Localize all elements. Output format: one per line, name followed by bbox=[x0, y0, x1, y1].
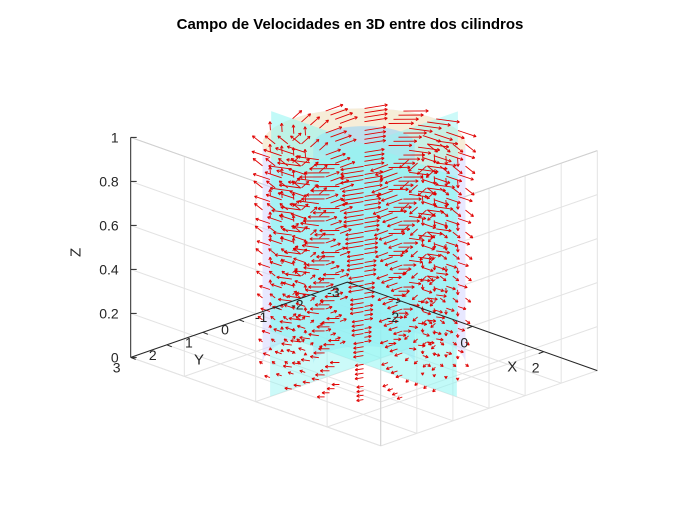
x-axis-label: X bbox=[507, 358, 517, 375]
velocity-arrow-head bbox=[396, 377, 399, 378]
velocity-arrow-head bbox=[387, 226, 390, 227]
velocity-arrow-head bbox=[379, 322, 382, 323]
velocity-arrow-head bbox=[338, 243, 341, 244]
velocity-arrow-head bbox=[340, 292, 343, 293]
velocity-arrow-head bbox=[332, 261, 335, 262]
y-tick-label: -1 bbox=[255, 309, 268, 325]
velocity-arrow-head bbox=[383, 387, 386, 388]
velocity-arrow bbox=[253, 158, 262, 166]
x-tick-label: 2 bbox=[532, 360, 540, 376]
velocity-arrow-head bbox=[394, 334, 397, 335]
x-tick-label: 0 bbox=[460, 334, 468, 350]
velocity-arrow-head bbox=[374, 236, 377, 237]
y-tick-label: 0 bbox=[221, 322, 229, 338]
velocity-arrow-head bbox=[390, 270, 393, 271]
velocity-arrow-head bbox=[338, 337, 341, 338]
velocity-arrow-head bbox=[385, 108, 388, 109]
y-tick-label: 2 bbox=[149, 347, 157, 363]
velocity-arrow-head bbox=[385, 183, 388, 184]
z-tick-label: 0 bbox=[111, 349, 119, 365]
velocity-arrow-head bbox=[307, 136, 310, 137]
velocity-arrow-head bbox=[348, 229, 351, 230]
velocity-arrow-head bbox=[295, 246, 298, 247]
y-tick-label: -3 bbox=[327, 284, 340, 300]
y-axis-label: Y bbox=[194, 352, 204, 369]
velocity-arrow-head bbox=[329, 306, 332, 307]
velocity-arrow bbox=[466, 166, 475, 174]
velocity-arrow-head bbox=[385, 348, 388, 349]
z-tick-label: 0.8 bbox=[99, 173, 119, 189]
velocity-arrow-head bbox=[379, 240, 382, 241]
y-tick-label: -2 bbox=[291, 297, 304, 313]
velocity-arrow-head bbox=[371, 171, 374, 172]
y-tick-label: 1 bbox=[185, 334, 193, 350]
velocity-arrow-head bbox=[324, 165, 327, 166]
velocity-arrow-head bbox=[383, 222, 386, 223]
velocity-arrow-head bbox=[390, 352, 393, 353]
velocity-arrow-head bbox=[377, 197, 380, 198]
velocity-arrow-head bbox=[351, 184, 354, 185]
velocity-arrow-head bbox=[335, 194, 338, 195]
velocity-arrow-head bbox=[354, 117, 357, 118]
velocity-arrow-head bbox=[372, 193, 375, 194]
velocity-arrow-head bbox=[348, 135, 351, 136]
velocity-arrow-head bbox=[342, 341, 345, 342]
velocity-arrow-head bbox=[388, 391, 391, 392]
velocity-arrow-head bbox=[385, 104, 388, 105]
z-tick-label: 0.6 bbox=[99, 217, 119, 233]
velocity-arrow-head bbox=[340, 198, 343, 199]
velocity-arrow bbox=[365, 105, 388, 109]
velocity-arrow-head bbox=[340, 104, 343, 105]
velocity-arrow-head bbox=[377, 279, 380, 280]
velocity-arrow-head bbox=[338, 149, 341, 150]
velocity-arrow bbox=[466, 144, 476, 152]
velocity-arrow-head bbox=[418, 195, 421, 196]
velocity-arrow-head bbox=[401, 210, 404, 211]
velocity-arrow bbox=[252, 136, 262, 144]
velocity-arrow-head bbox=[346, 274, 349, 275]
z-axis-label: Z bbox=[68, 248, 85, 257]
velocity-arrow-head bbox=[342, 247, 345, 248]
z-tick-label: 1 bbox=[111, 129, 119, 145]
velocity-arrow bbox=[466, 188, 475, 195]
velocity-arrow-head bbox=[312, 275, 315, 276]
x-tick-label: -2 bbox=[387, 309, 400, 325]
velocity-arrow-head bbox=[353, 139, 356, 140]
velocity-arrow-head bbox=[385, 265, 388, 266]
z-tick-label: 0.2 bbox=[99, 305, 119, 321]
velocity-arrow-head bbox=[383, 304, 386, 305]
velocity-arrow-head bbox=[342, 153, 345, 154]
velocity-arrow-head bbox=[346, 180, 349, 181]
velocity-arrow-head bbox=[413, 321, 416, 322]
z-tick-label: 0.4 bbox=[99, 261, 119, 277]
chart-title: Campo de Velocidades en 3D entre dos cil… bbox=[0, 16, 700, 33]
velocity-arrow-head bbox=[430, 305, 433, 306]
